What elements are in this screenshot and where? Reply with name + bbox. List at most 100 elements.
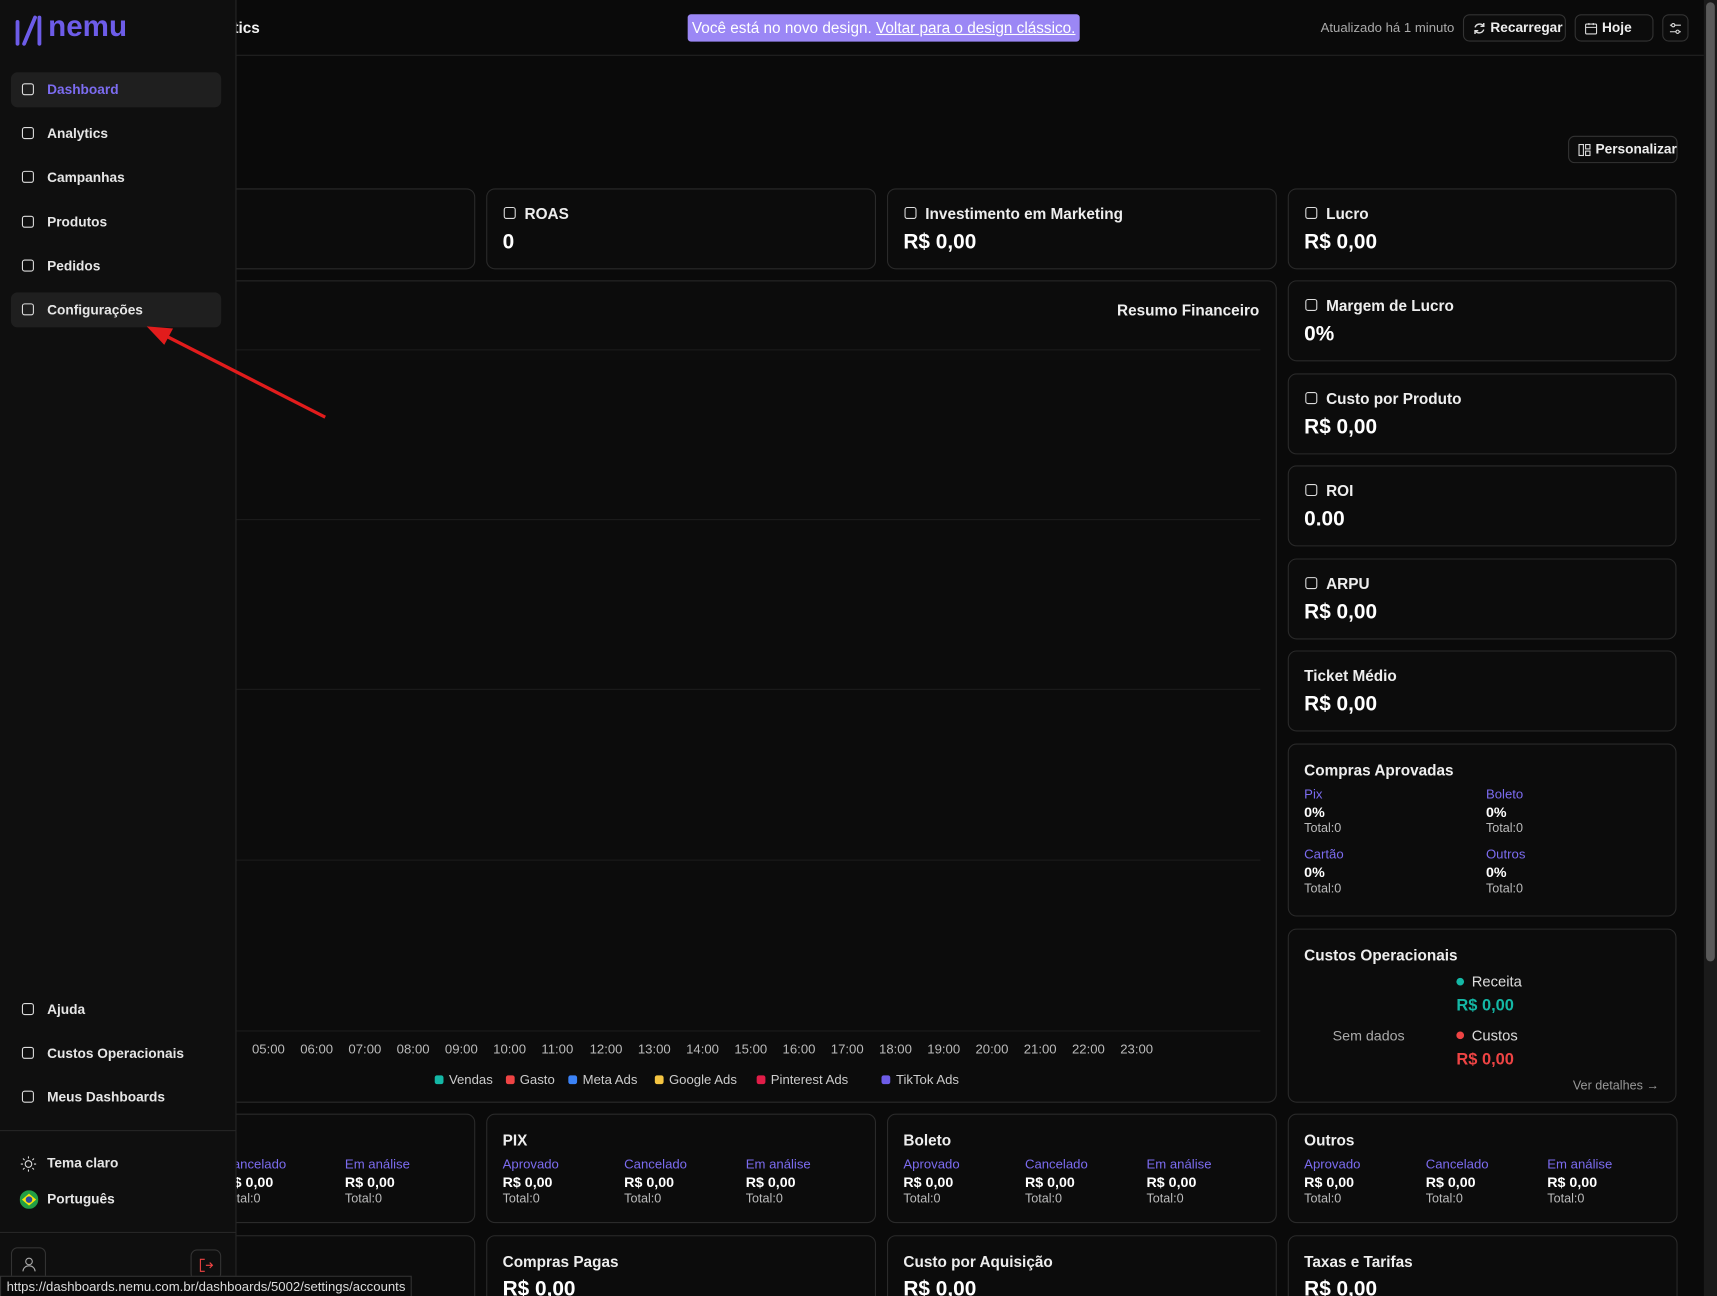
details-link[interactable]: Ver detalhes → — [1573, 1080, 1659, 1093]
method-label: Boleto — [1485, 786, 1524, 802]
details-label: Ver detalhes — [1572, 1079, 1643, 1093]
calendar-icon — [1585, 22, 1598, 35]
x-tick-label: 17:00 — [830, 1041, 864, 1057]
status-value: R$ 0,00 — [1304, 1173, 1355, 1191]
logo-text: nemu — [48, 9, 128, 43]
card-title: Boleto — [903, 1131, 952, 1149]
x-tick-label: 10:00 — [493, 1041, 527, 1057]
method-percent: 0% — [1304, 863, 1325, 881]
nav-item[interactable]: Analytics — [11, 116, 221, 151]
method-percent: 0% — [1304, 803, 1325, 821]
card-icon — [21, 1090, 34, 1103]
metric-card: ARPU R$ 0,00 — [1287, 558, 1677, 640]
nav-item[interactable]: Produtos — [11, 204, 221, 239]
x-tick-label: 20:00 — [975, 1041, 1009, 1057]
x-tick-label: 07:00 — [348, 1041, 382, 1057]
nav-item[interactable]: Dashboard — [10, 72, 222, 108]
classic-design-link[interactable]: Voltar para o design clássico. — [876, 18, 1076, 37]
status-total: Total:0 — [1425, 1192, 1463, 1206]
nav-label: Ajuda — [47, 1001, 86, 1018]
nav-label: Configurações — [47, 302, 143, 318]
metric-label: Custo por Aquisição — [903, 1252, 1053, 1271]
status-total: Total:0 — [1304, 1192, 1342, 1206]
customize-button[interactable]: Personalizar — [1568, 135, 1678, 164]
metric-value: R$ 0,00 — [903, 231, 977, 255]
metric-card: Custo por Produto R$ 0,00 — [1287, 373, 1677, 455]
notice-text: Você está no novo design. — [691, 18, 872, 37]
status-total: Total:0 — [745, 1192, 783, 1206]
status-label: Em análise — [1547, 1156, 1613, 1172]
divider — [0, 1231, 237, 1234]
language-select[interactable]: Português — [11, 1185, 221, 1213]
payment-card: Outros Aprovado R$ 0,00 Total:0 Cancelado R$ … — [1287, 1113, 1678, 1224]
reload-button[interactable]: Recarregar — [1462, 14, 1566, 42]
status-value: R$ 0,00 — [1146, 1173, 1197, 1191]
status-value: R$ 0,00 — [745, 1173, 796, 1191]
status-label: Aprovado — [1304, 1156, 1361, 1172]
metric-label: Investimento em Marketing — [925, 204, 1123, 223]
metric-label: Custo por Produto — [1326, 389, 1462, 408]
nav-label: Produtos — [47, 214, 108, 230]
metric-label: ROAS — [524, 204, 569, 223]
legend-label: TikTok Ads — [895, 1072, 959, 1088]
x-tick-label: 21:00 — [1023, 1041, 1057, 1057]
chart-panel: Resumo Financeiro03:0004:0005:0006:0007:… — [98, 280, 1277, 1103]
period-button[interactable]: Hoje — [1574, 14, 1654, 42]
status-value: R$ 0,00 — [1547, 1173, 1598, 1191]
nav-item[interactable]: Configurações — [10, 292, 222, 328]
legend-label: Gasto — [519, 1072, 555, 1088]
metric-value: R$ 0,00 — [1304, 693, 1378, 717]
period-label: Hoje — [1602, 19, 1632, 36]
method-label: Cartão — [1304, 846, 1344, 862]
metric-value: 0 — [502, 231, 515, 255]
annotation-arrow — [146, 326, 326, 419]
nav-item[interactable]: Campanhas — [11, 160, 221, 195]
method-percent: 0% — [1485, 803, 1507, 821]
card-icon — [1305, 298, 1318, 311]
metric-label: Compras Pagas — [502, 1252, 619, 1271]
metric-value: R$ 0,00 — [1304, 416, 1378, 440]
metric-label: ARPU — [1326, 574, 1370, 593]
x-tick-label: 05:00 — [251, 1041, 285, 1057]
reload-label: Recarregar — [1490, 19, 1563, 36]
legend-swatch — [756, 1075, 766, 1085]
nav-item[interactable]: Meus Dashboards — [11, 1080, 221, 1115]
x-tick-label: 06:00 — [300, 1041, 334, 1057]
nav-item[interactable]: Pedidos — [11, 248, 221, 283]
card-icon — [21, 303, 34, 316]
method-label: Outros — [1485, 846, 1526, 862]
card-icon — [21, 83, 34, 96]
x-tick-label: 14:00 — [686, 1041, 719, 1057]
nav-item[interactable]: Ajuda — [11, 992, 221, 1027]
sidebar: nemu Tema claro Português Dashboard Analy… — [0, 0, 237, 1296]
card-title: PIX — [502, 1131, 528, 1149]
x-tick-label: 18:00 — [879, 1041, 912, 1057]
card-icon — [1305, 577, 1318, 590]
status-label: Cancelado — [624, 1156, 687, 1172]
card-title: Custos Operacionais — [1304, 946, 1458, 964]
metric-label: Ticket Médio — [1304, 666, 1397, 685]
metric-value: R$ 0,00 — [903, 1277, 977, 1296]
x-tick-label: 22:00 — [1071, 1041, 1105, 1057]
card-icon — [21, 1046, 34, 1059]
x-tick-label: 08:00 — [396, 1041, 430, 1057]
status-total: Total:0 — [1547, 1192, 1585, 1206]
settings-toggle-button[interactable] — [1662, 14, 1689, 42]
status-total: Total:0 — [344, 1192, 383, 1206]
x-tick-label: 09:00 — [444, 1041, 478, 1057]
theme-toggle[interactable]: Tema claro — [11, 1149, 221, 1177]
status-total: Total:0 — [1146, 1192, 1184, 1206]
metric-card: ROI 0.00 — [1287, 465, 1677, 547]
updated-time: Atualizado há 1 minuto — [1320, 19, 1455, 36]
card-icon — [1305, 484, 1318, 497]
nav-item[interactable]: Custos Operacionais — [11, 1036, 221, 1071]
grid-line — [99, 688, 1261, 690]
scrollbar-thumb[interactable] — [1706, 2, 1715, 962]
legend-dot — [1456, 977, 1465, 986]
metric-card: Taxas e Tarifas R$ 0,00 — [1287, 1235, 1678, 1296]
metric-label: Taxas e Tarifas — [1304, 1252, 1413, 1271]
card-icon — [21, 1003, 34, 1016]
status-total: Total:0 — [903, 1192, 941, 1206]
divider — [0, 1130, 237, 1132]
